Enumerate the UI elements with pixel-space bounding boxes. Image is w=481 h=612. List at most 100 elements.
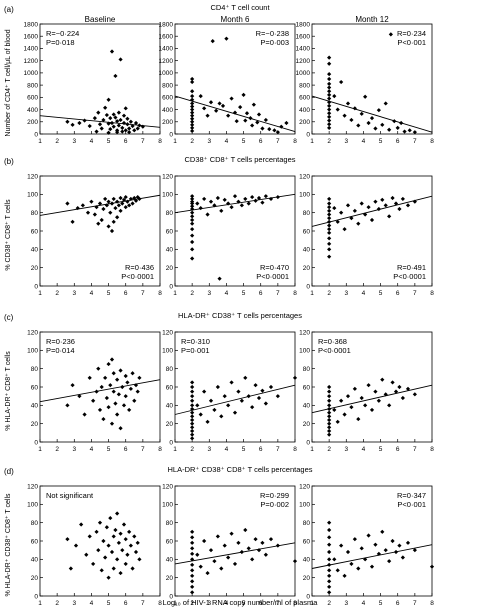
- data-point: [103, 105, 108, 110]
- data-point: [108, 515, 113, 521]
- data-point: [190, 79, 195, 85]
- data-point: [275, 394, 280, 399]
- data-point: [190, 119, 195, 124]
- data-point: [70, 122, 75, 127]
- data-point: [327, 201, 332, 206]
- data-point: [111, 112, 116, 117]
- data-point: [327, 216, 332, 221]
- y-tick-label: 100: [27, 192, 38, 199]
- y-tick-label: 0: [306, 439, 310, 446]
- data-point: [215, 384, 220, 390]
- data-point: [65, 537, 70, 542]
- data-point: [369, 217, 375, 223]
- data-point: [190, 590, 195, 595]
- data-point: [205, 419, 210, 424]
- y-tick-label: 80: [166, 366, 174, 373]
- data-point: [127, 529, 132, 534]
- data-point: [109, 120, 115, 126]
- data-point: [335, 107, 340, 112]
- x-tick-label: 1: [173, 600, 177, 607]
- data-point: [198, 564, 203, 569]
- data-point: [376, 206, 381, 212]
- data-point: [121, 113, 127, 118]
- data-point: [116, 540, 121, 545]
- data-point: [208, 100, 214, 105]
- data-point: [190, 204, 195, 209]
- data-point: [101, 538, 106, 544]
- data-point: [267, 127, 272, 132]
- data-point: [99, 384, 104, 390]
- stat-annotation: P=0·001: [181, 346, 210, 355]
- x-tick-label: 1: [310, 446, 314, 453]
- y-tick-label: 80: [303, 366, 311, 373]
- data-point: [106, 543, 111, 548]
- x-tick-label: 4: [90, 446, 94, 453]
- data-point: [243, 118, 248, 123]
- y-tick-label: 80: [303, 520, 311, 527]
- data-point: [198, 94, 203, 99]
- data-point: [327, 520, 332, 525]
- x-tick-label: 8: [158, 446, 162, 453]
- stat-annotation: P=0·003: [260, 38, 289, 47]
- y-tick-label: 20: [303, 265, 311, 272]
- data-point: [412, 392, 417, 397]
- y-tick-label: 800: [299, 82, 310, 89]
- x-tick-label: 4: [362, 138, 366, 145]
- data-point: [190, 227, 195, 232]
- data-point: [106, 361, 111, 367]
- x-tick-label: 1: [310, 290, 314, 297]
- row-label: (d): [4, 467, 14, 476]
- data-point: [115, 412, 120, 417]
- data-point: [104, 112, 109, 118]
- data-point: [217, 276, 222, 281]
- x-tick-label: 2: [327, 290, 331, 297]
- plot-frame: [174, 23, 296, 135]
- y-tick-label: 20: [166, 421, 174, 428]
- data-point: [224, 36, 229, 41]
- y-tick-label: 0: [34, 283, 38, 290]
- data-point: [219, 414, 224, 419]
- data-point: [243, 375, 248, 380]
- data-point: [70, 383, 75, 388]
- data-point: [405, 386, 411, 391]
- data-point: [190, 194, 195, 199]
- y-tick-label: 1400: [24, 46, 39, 53]
- data-point: [101, 117, 106, 123]
- data-point: [332, 557, 337, 562]
- row-label: (b): [4, 157, 14, 166]
- data-point: [108, 383, 113, 388]
- data-point: [342, 412, 347, 417]
- data-point: [116, 110, 121, 115]
- plot-frame: [39, 485, 161, 597]
- data-point: [220, 103, 226, 108]
- stat-annotation: P=0·014: [46, 346, 75, 355]
- y-tick-label: 1800: [296, 21, 311, 28]
- data-point: [229, 380, 234, 385]
- data-point: [84, 552, 89, 557]
- data-point: [113, 205, 118, 211]
- data-point: [111, 534, 116, 539]
- stat-annotation: R=−0·224: [46, 29, 79, 38]
- x-axis-label: Log₁₀ of HIV-1 RNA copy number/ml of pla…: [163, 598, 319, 607]
- data-point: [393, 549, 399, 555]
- x-tick-label: 1: [173, 138, 177, 145]
- data-point: [392, 119, 397, 124]
- data-point: [327, 100, 332, 105]
- data-point: [97, 520, 103, 525]
- data-point: [272, 128, 277, 133]
- data-point: [263, 552, 268, 557]
- data-point: [327, 549, 332, 555]
- data-point: [327, 219, 332, 224]
- row-label: (a): [4, 5, 14, 14]
- y-tick-label: 60: [303, 384, 311, 391]
- data-point: [236, 199, 241, 204]
- y-tick-label: 100: [27, 348, 38, 355]
- data-point: [97, 407, 103, 413]
- y-tick-label: 0: [34, 131, 38, 138]
- data-point: [137, 123, 142, 128]
- y-tick-label: 0: [169, 439, 173, 446]
- data-point: [327, 208, 332, 213]
- x-tick-label: 7: [413, 446, 417, 453]
- data-point: [198, 412, 203, 417]
- data-point: [359, 546, 364, 551]
